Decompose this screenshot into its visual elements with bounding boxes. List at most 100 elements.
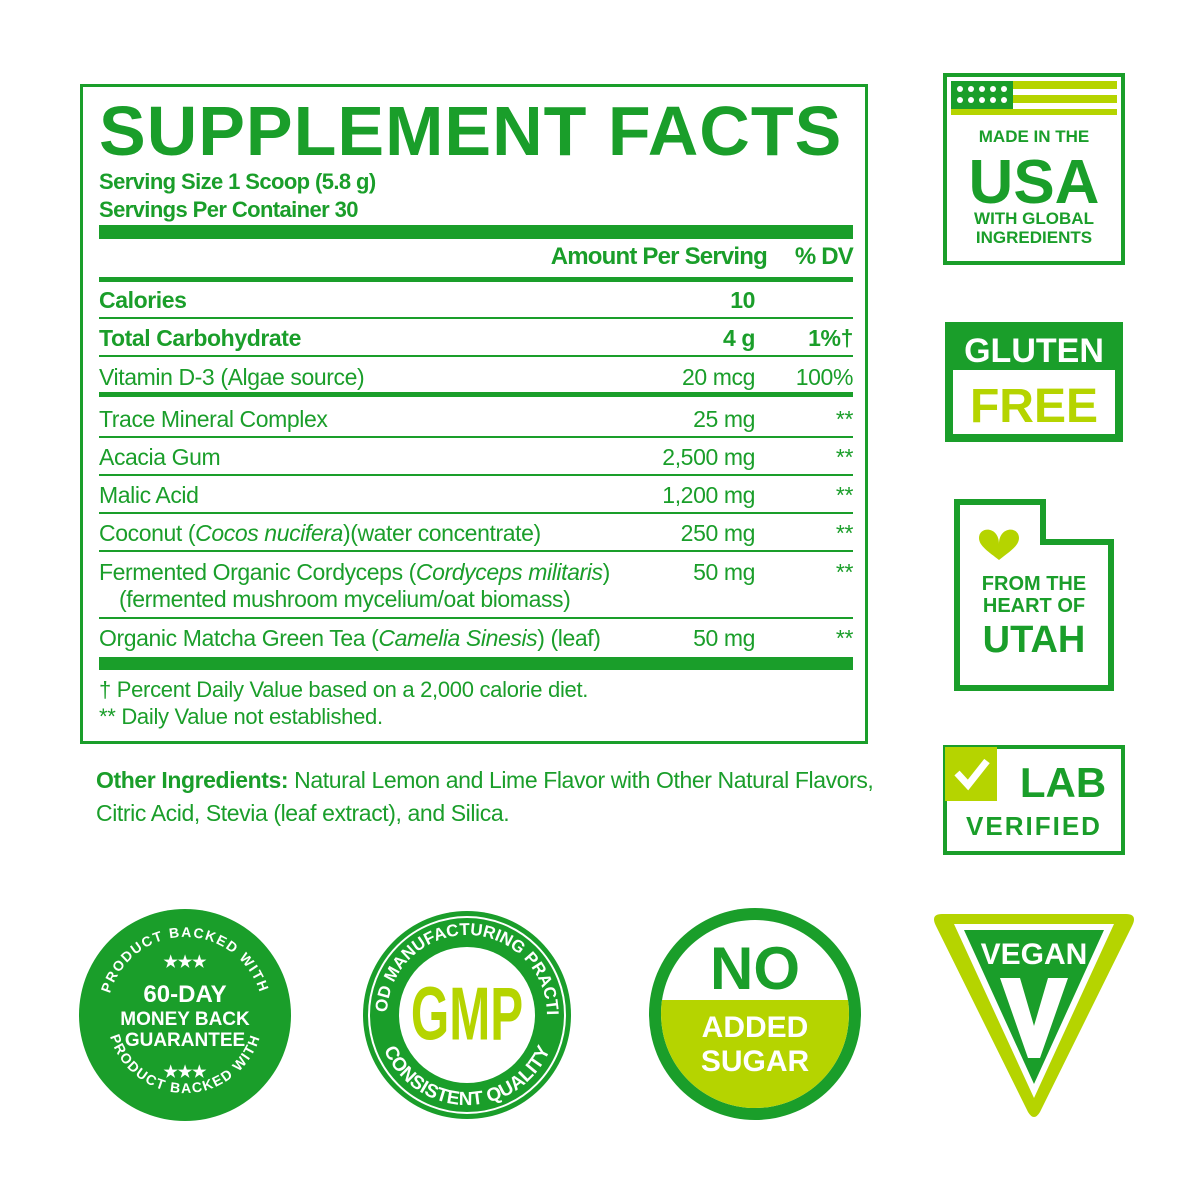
table-row: Organic Matcha Green Tea (Camelia Sinesi… (99, 625, 853, 655)
serving-size: Serving Size 1 Scoop (5.8 g) (99, 169, 376, 194)
money-back-guarantee-badge: PRODUCT BACKED WITH PRODUCT BACKED WITH … (79, 909, 291, 1121)
other-ingredients-text: Natural Lemon and Lime Flavor with Other… (96, 767, 874, 826)
nutrient-dv: ** (835, 520, 854, 546)
nutrient-name-line2: (fermented mushroom mycelium/oat biomass… (119, 586, 571, 612)
utah-line3: UTAH (983, 619, 1086, 661)
footnote-dv: † Percent Daily Value based on a 2,000 c… (99, 677, 589, 702)
row-divider (99, 474, 853, 476)
nutrient-name: Organic Matcha Green Tea (Camelia Sinesi… (99, 625, 601, 652)
divider-thick (99, 657, 853, 670)
nutrient-name: Fermented Organic Cordyceps (Cordyceps m… (99, 559, 610, 613)
panel-title: SUPPLEMENT FACTS (99, 92, 843, 170)
nutrient-name-suffix: ) (602, 559, 611, 585)
nutrient-name-suffix: )(water concentrate) (342, 520, 541, 546)
supplement-facts-panel: SUPPLEMENT FACTS Serving Size 1 Scoop (5… (80, 84, 868, 744)
table-row: Acacia Gum 2,500 mg ** (99, 444, 853, 474)
nutrient-name-part: Trace Mineral Complex (99, 406, 328, 432)
row-divider (99, 355, 853, 357)
nutrient-dv: ** (835, 625, 854, 651)
made-in-usa-badge: MADE IN THE USA WITH GLOBAL INGREDIENTS (943, 73, 1125, 265)
table-row: Malic Acid 1,200 mg ** (99, 482, 853, 512)
footnote-not-established: ** Daily Value not established. (99, 704, 383, 729)
nutrient-amount: 25 mg (693, 406, 755, 432)
nutrient-name-part: Total Carbohydrate (99, 325, 301, 351)
nutrient-amount: 2,500 mg (662, 444, 755, 470)
nutrient-latin-name: Cocos nucifera (195, 520, 343, 546)
added-text: ADDED (702, 1011, 809, 1044)
usa-line3: WITH GLOBAL (974, 209, 1094, 228)
nutrient-name: Acacia Gum (99, 444, 221, 471)
row-divider (99, 392, 853, 397)
lab-text: LAB (1020, 759, 1106, 806)
table-row: Total Carbohydrate 4 g 1%† (99, 325, 853, 355)
gluten-free-badge: GLUTEN FREE (945, 322, 1123, 442)
nutrient-name: Trace Mineral Complex (99, 406, 328, 433)
nutrient-name-part: Coconut ( (99, 520, 196, 546)
nutrient-amount: 1,200 mg (662, 482, 755, 508)
nutrient-dv: ** (835, 406, 854, 432)
other-ingredients-label: Other Ingredients: (96, 767, 289, 793)
no-added-sugar-badge: NO ADDED SUGAR (649, 908, 861, 1120)
gmp-center: GMP (411, 972, 523, 1056)
nutrient-name-suffix: ) (leaf) (537, 625, 601, 651)
utah-line2: HEART OF (983, 595, 1085, 617)
table-row: Coconut (Cocos nucifera)(water concentra… (99, 520, 853, 550)
vegan-badge: VEGAN (934, 914, 1134, 1117)
nutrient-amount: 20 mcg (681, 364, 755, 390)
table-row: Fermented Organic Cordyceps (Cordyceps m… (99, 559, 854, 612)
nutrient-name: Malic Acid (99, 482, 199, 509)
nutrient-dv: 1%† (808, 325, 853, 351)
nutrient-name-part: Acacia Gum (99, 444, 221, 470)
v-letter-icon (1000, 978, 1068, 1058)
verified-text: VERIFIED (966, 811, 1102, 841)
nutrient-name-part: Vitamin D-3 (Algae source) (99, 364, 365, 390)
utah-badge: FROM THE HEART OF UTAH (954, 499, 1114, 691)
nutrient-name-part: Fermented Organic Cordyceps ( (99, 559, 416, 585)
guarantee-line2: MONEY BACK (120, 1009, 250, 1030)
lab-verified-badge: LAB VERIFIED (943, 745, 1125, 855)
row-divider (99, 512, 853, 514)
table-row: Vitamin D-3 (Algae source) 20 mcg 100% (99, 364, 853, 394)
row-divider (99, 317, 853, 319)
no-text: NO (710, 935, 800, 1002)
nutrient-dv: 100% (795, 364, 854, 390)
other-ingredients: Other Ingredients: Natural Lemon and Lim… (96, 764, 876, 830)
nutrient-latin-name: Camelia Sinesis (378, 625, 538, 651)
nutrient-amount: 10 (730, 287, 755, 313)
nutrient-dv: ** (835, 482, 854, 508)
stars-icon: ★★★ (163, 954, 207, 971)
gmp-badge: GOOD MANUFACTURING PRACTICE CONSISTENT Q… (359, 907, 571, 1119)
usa-line2: USA (969, 148, 1100, 217)
nutrient-amount: 50 mg (693, 625, 755, 651)
amount-column-header: Amount Per Serving (550, 243, 768, 270)
dv-column-header: % DV (794, 243, 854, 270)
usa-line4: INGREDIENTS (976, 228, 1092, 247)
gluten-text: GLUTEN (964, 332, 1104, 370)
nutrient-name-part: Malic Acid (99, 482, 199, 508)
divider-thick (99, 225, 853, 239)
vegan-text: VEGAN (981, 938, 1088, 971)
nutrient-name: Calories (99, 287, 187, 314)
nutrient-name: Vitamin D-3 (Algae source) (99, 364, 365, 391)
nutrient-amount: 50 mg (693, 559, 755, 585)
nutrient-name: Coconut (Cocos nucifera)(water concentra… (99, 520, 541, 547)
row-divider (99, 617, 853, 619)
row-divider (99, 436, 853, 438)
guarantee-line1: 60-DAY (143, 981, 226, 1008)
nutrient-amount: 4 g (722, 325, 755, 351)
utah-line1: FROM THE (982, 573, 1086, 595)
divider (99, 277, 853, 282)
nutrient-name: Total Carbohydrate (99, 325, 301, 352)
sugar-text: SUGAR (701, 1045, 810, 1078)
servings-per-container: Servings Per Container 30 (99, 197, 358, 222)
nutrient-dv: ** (835, 444, 854, 470)
nutrient-dv: ** (835, 559, 854, 585)
row-divider (99, 550, 853, 552)
usa-line1: MADE IN THE (979, 127, 1090, 146)
heart-icon (979, 529, 1019, 560)
checkmark-icon (945, 747, 997, 801)
table-row: Trace Mineral Complex 25 mg ** (99, 406, 853, 436)
nutrient-name-part: Organic Matcha Green Tea ( (99, 625, 379, 651)
nutrient-amount: 250 mg (680, 520, 756, 546)
